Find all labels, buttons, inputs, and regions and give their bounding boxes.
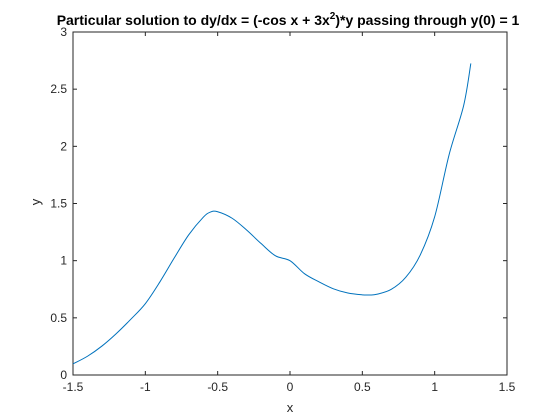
chart-title: Particular solution to dy/dx = (-cos x +… bbox=[57, 11, 520, 28]
y-tick-label: 0.5 bbox=[50, 311, 67, 325]
x-tick-label: -0.5 bbox=[207, 380, 228, 394]
x-tick-label: 0 bbox=[287, 380, 294, 394]
y-tick-label: 1 bbox=[60, 254, 67, 268]
y-axis: 0 0.5 1 1.5 2 2.5 3 bbox=[50, 25, 507, 382]
x-tick-label: 0.5 bbox=[354, 380, 371, 394]
x-tick-label: 1.5 bbox=[499, 380, 516, 394]
plot-area: -1.5 -1 -0.5 0 0.5 1 1.5 0 0.5 1 1.5 2 2.5 3 bbox=[50, 25, 515, 394]
y-tick-label: 1.5 bbox=[50, 197, 67, 211]
x-tick-label: -1 bbox=[140, 380, 151, 394]
y-tick-label: 3 bbox=[60, 25, 67, 39]
y-tick-label: 2.5 bbox=[50, 82, 67, 96]
x-axis-label: x bbox=[287, 400, 294, 415]
series-line bbox=[72, 63, 472, 365]
y-axis-label: y bbox=[28, 198, 43, 205]
y-tick-label: 0 bbox=[60, 368, 67, 382]
plot-box bbox=[72, 31, 508, 376]
x-axis: -1.5 -1 -0.5 0 0.5 1 1.5 bbox=[63, 32, 516, 394]
x-tick-label: -1.5 bbox=[63, 380, 84, 394]
x-tick-label: 1 bbox=[431, 380, 438, 394]
y-tick-label: 2 bbox=[60, 139, 67, 153]
